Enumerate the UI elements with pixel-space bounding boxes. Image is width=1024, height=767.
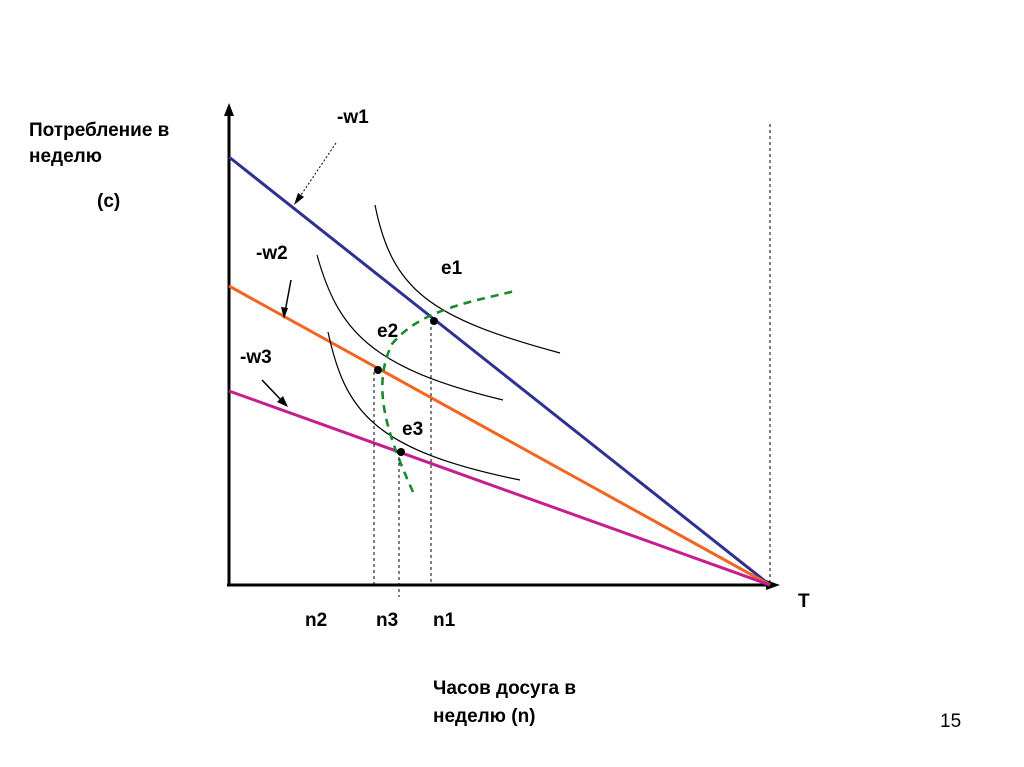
y-axis-arrow [224,103,234,116]
w2-arrow-line [284,279,292,313]
w3-arrowhead [277,396,288,407]
budget-line-w2 [228,284,771,587]
page-number: 15 [940,711,961,732]
y-axis-symbol: (c) [97,191,120,212]
label-n2: n2 [305,610,327,631]
w1-arrow-line [298,142,337,199]
label-w1: -w1 [337,107,369,128]
indifference-curve-1 [374,204,561,354]
w2-arrowhead [281,307,288,319]
budget-line-w3 [228,389,771,587]
label-n3: n3 [376,610,398,631]
x-axis-label-line1: Часов досуга в [433,678,576,699]
equilibrium-point-e3 [397,448,405,456]
label-e1: e1 [441,258,463,279]
label-w2: -w2 [256,243,288,264]
label-w3: -w3 [240,347,272,368]
label-t: T [798,591,810,612]
indifference-curve-2 [316,254,504,401]
budget-line-w1 [228,155,771,587]
equilibrium-point-e2 [374,366,382,374]
w1-arrowhead [294,193,304,205]
label-n1: n1 [433,610,456,631]
w3-arrow-line [261,379,284,403]
x-axis-label-line2: неделю (n) [433,706,536,727]
label-e3: e3 [402,419,423,440]
equilibrium-point-e1 [430,317,438,325]
indifference-curve-3 [327,331,521,481]
offer-curve [381,289,516,493]
y-axis-label-line1: Потребление в [29,120,169,141]
label-e2: e2 [377,321,398,342]
y-axis-label-line2: неделю [29,146,102,167]
